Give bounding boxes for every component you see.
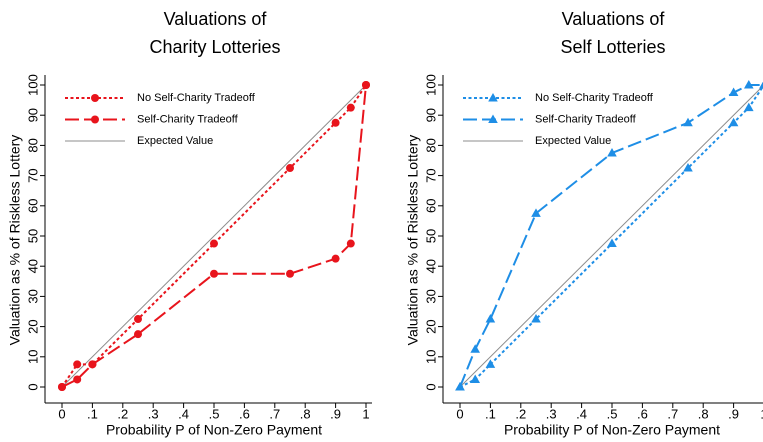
y-tick-label: 0 xyxy=(25,383,40,390)
y-tick-label: 60 xyxy=(25,199,40,213)
y-axis-label: Valuation as % of Riskless Lottery xyxy=(405,135,421,346)
marker xyxy=(470,344,480,353)
x-axis-label: Probability P of Non-Zero Payment xyxy=(504,422,720,438)
y-tick-label: 40 xyxy=(25,259,40,273)
x-tick-label: 0 xyxy=(58,406,65,421)
marker xyxy=(88,360,97,369)
x-tick-label: 0 xyxy=(456,406,463,421)
x-tick-label: .8 xyxy=(698,406,709,421)
chart-title: Valuations of xyxy=(562,9,666,29)
y-tick-label: 50 xyxy=(25,229,40,243)
marker xyxy=(286,269,294,278)
marker xyxy=(607,238,617,248)
marker xyxy=(485,314,496,323)
y-tick-label: 100 xyxy=(25,74,40,96)
marker xyxy=(485,359,496,368)
y-tick-label: 10 xyxy=(25,350,40,364)
marker xyxy=(531,314,541,323)
x-tick-label: .1 xyxy=(485,406,496,421)
marker xyxy=(346,239,355,248)
marker xyxy=(73,375,82,384)
marker xyxy=(331,254,340,263)
x-tick-label: 1 xyxy=(760,406,763,421)
y-tick-label: 100 xyxy=(423,74,438,96)
legend-label: Self-Charity Tradeoff xyxy=(137,113,239,125)
x-tick-label: .6 xyxy=(637,406,648,421)
x-tick-label: .3 xyxy=(148,406,159,421)
chart-title: Self Lotteries xyxy=(560,37,665,57)
legend-marker xyxy=(488,114,498,123)
marker xyxy=(683,163,693,172)
marker xyxy=(683,117,693,127)
y-tick-label: 20 xyxy=(423,319,438,333)
marker xyxy=(759,81,763,89)
legend-label: Expected Value xyxy=(535,135,611,147)
series-line xyxy=(61,84,367,388)
y-tick-label: 70 xyxy=(423,168,438,182)
x-tick-label: .7 xyxy=(269,406,280,421)
legend-label: Self-Charity Tradeoff xyxy=(535,113,637,125)
marker xyxy=(728,117,739,127)
x-tick-label: 1 xyxy=(362,406,369,421)
marker xyxy=(134,330,142,339)
marker xyxy=(531,208,541,217)
marker xyxy=(728,87,739,97)
marker xyxy=(73,360,82,369)
chart-title: Charity Lotteries xyxy=(149,37,280,57)
x-tick-label: .5 xyxy=(209,406,220,421)
marker xyxy=(744,80,754,89)
x-tick-label: .9 xyxy=(728,406,739,421)
y-tick-label: 50 xyxy=(423,229,438,243)
series-line xyxy=(459,85,763,388)
marker xyxy=(210,269,218,278)
legend-marker xyxy=(91,115,99,124)
marker xyxy=(134,315,142,324)
chart-title: Valuations of xyxy=(164,9,268,29)
marker xyxy=(455,382,465,391)
legend-label: Expected Value xyxy=(137,135,213,147)
legend-label: No Self-Charity Tradeoff xyxy=(535,92,654,104)
marker xyxy=(58,383,66,391)
x-tick-label: .7 xyxy=(667,406,678,421)
x-tick-label: .1 xyxy=(87,406,98,421)
y-tick-label: 30 xyxy=(423,289,438,303)
x-tick-label: .3 xyxy=(546,406,557,421)
y-tick-label: 80 xyxy=(423,138,438,152)
x-tick-label: .8 xyxy=(300,406,311,421)
y-tick-label: 90 xyxy=(423,108,438,122)
x-tick-label: .4 xyxy=(178,406,189,421)
y-tick-label: 90 xyxy=(25,108,40,122)
y-tick-label: 60 xyxy=(423,199,438,213)
x-tick-label: .9 xyxy=(330,406,341,421)
marker xyxy=(346,103,355,112)
legend-marker xyxy=(91,94,99,102)
x-tick-label: .6 xyxy=(239,406,250,421)
y-tick-label: 10 xyxy=(423,350,438,364)
legend-marker xyxy=(488,93,498,102)
y-tick-label: 30 xyxy=(25,289,40,303)
y-tick-label: 40 xyxy=(423,259,438,273)
marker xyxy=(331,118,340,127)
y-tick-label: 70 xyxy=(25,168,40,182)
y-tick-label: 80 xyxy=(25,138,40,152)
marker xyxy=(470,374,480,383)
x-tick-label: .2 xyxy=(117,406,128,421)
x-tick-label: .2 xyxy=(515,406,526,421)
x-tick-label: .5 xyxy=(607,406,618,421)
legend-label: No Self-Charity Tradeoff xyxy=(137,92,256,104)
x-axis-label: Probability P of Non-Zero Payment xyxy=(106,422,322,438)
y-axis-label: Valuation as % of Riskless Lottery xyxy=(7,135,23,346)
y-tick-label: 0 xyxy=(423,383,438,390)
marker xyxy=(362,81,370,89)
marker xyxy=(210,239,218,248)
marker xyxy=(286,164,294,173)
marker xyxy=(744,102,754,112)
marker xyxy=(607,147,617,157)
y-tick-label: 20 xyxy=(25,319,40,333)
x-tick-label: .4 xyxy=(576,406,587,421)
